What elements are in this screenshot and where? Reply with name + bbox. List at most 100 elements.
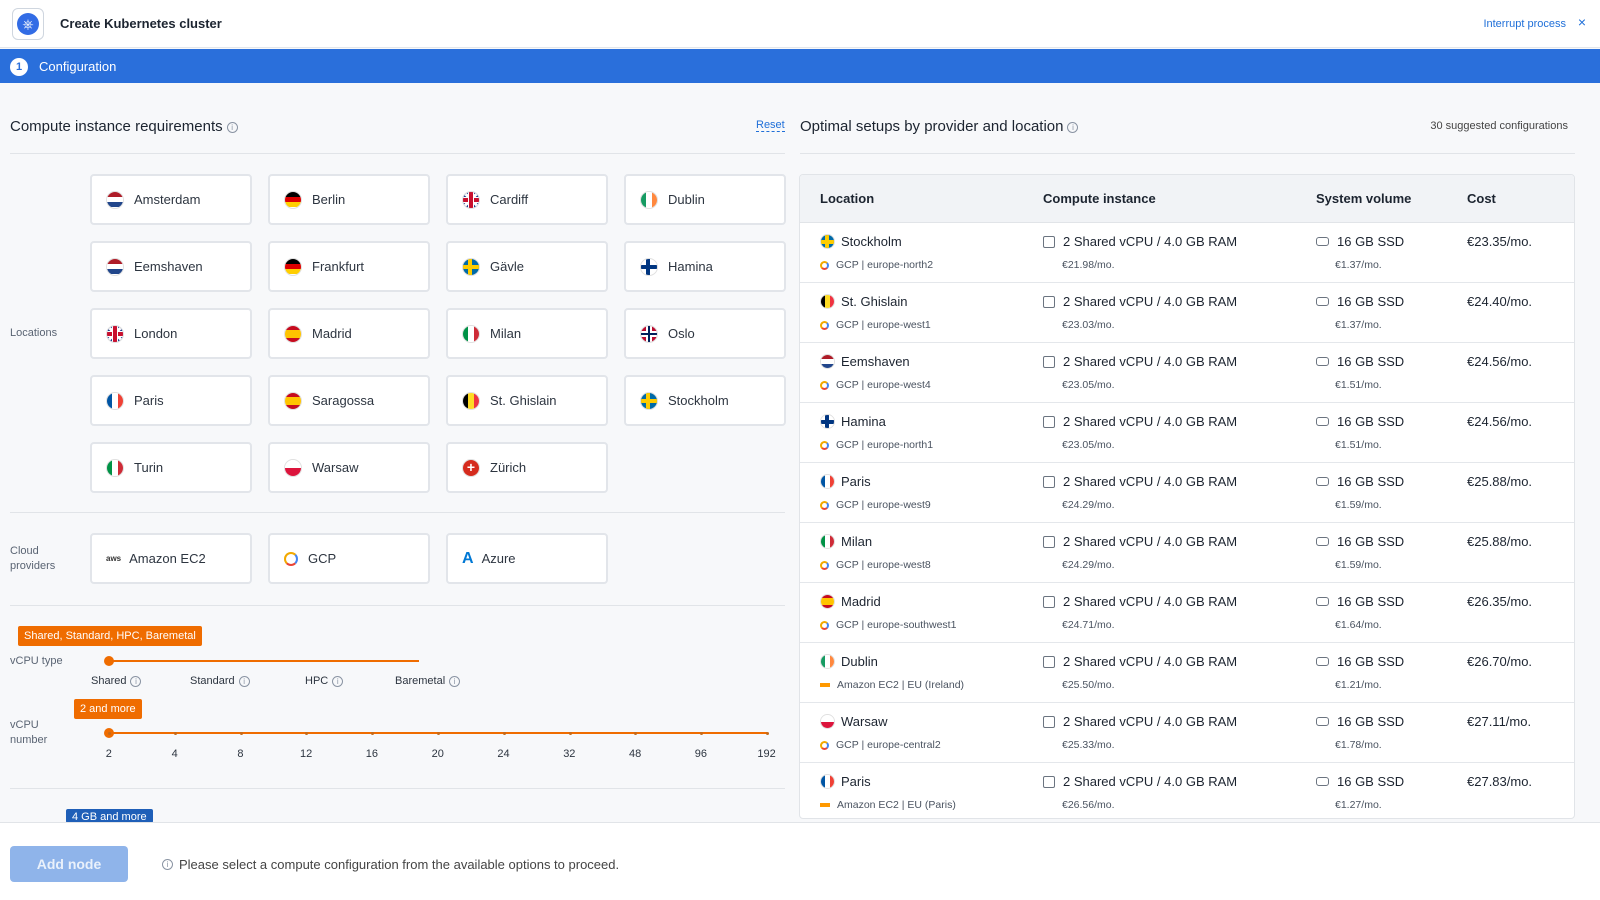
- row-cost: €24.56/mo.: [1467, 414, 1533, 429]
- table-row[interactable]: Hamina GCP | europe-north1 2 Shared vCPU /…: [800, 403, 1574, 463]
- row-cost: €24.56/mo.: [1467, 354, 1533, 369]
- kubernetes-logo: ⎈: [12, 8, 44, 40]
- location-chip-cardiff[interactable]: Cardiff: [446, 174, 608, 225]
- aws-icon: [820, 803, 830, 807]
- info-icon[interactable]: i: [226, 121, 238, 133]
- info-icon[interactable]: i: [130, 675, 142, 687]
- row-cost: €27.83/mo.: [1467, 774, 1533, 789]
- row-volume-price: €1.59/mo.: [1335, 499, 1382, 511]
- table-row[interactable]: Milan GCP | europe-west8 2 Shared vCPU / 4…: [800, 523, 1574, 583]
- info-icon: i: [162, 859, 173, 870]
- location-chip-warsaw[interactable]: Warsaw: [268, 442, 430, 493]
- reset-button[interactable]: Reset: [756, 119, 785, 132]
- flag-icon: [106, 257, 124, 276]
- location-chip-eemshaven[interactable]: Eemshaven: [90, 241, 252, 292]
- location-chip-turin[interactable]: Turin: [90, 442, 252, 493]
- row-volume-price: €1.21/mo.: [1335, 679, 1382, 691]
- table-row[interactable]: Paris Amazon EC2 | EU (Paris) 2 Shared vCP…: [800, 763, 1574, 818]
- table-header: Location Compute instance System volume …: [800, 175, 1574, 223]
- vcpu-type-label: vCPU type: [10, 655, 63, 667]
- location-chip-gavle[interactable]: Gävle: [446, 241, 608, 292]
- info-icon[interactable]: i: [332, 675, 344, 687]
- table-row[interactable]: St. Ghislain GCP | europe-west1 2 Shared v…: [800, 283, 1574, 343]
- provider-chip-azure[interactable]: A Azure: [446, 533, 608, 584]
- row-cost: €27.11/mo.: [1467, 714, 1532, 729]
- info-icon[interactable]: i: [449, 675, 461, 687]
- info-icon[interactable]: i: [238, 675, 250, 687]
- row-provider: GCP | europe-southwest1: [820, 619, 956, 631]
- setups-table: Location Compute instance System volume …: [799, 174, 1575, 819]
- table-row[interactable]: Madrid GCP | europe-southwest1 2 Shared vC…: [800, 583, 1574, 643]
- flag-icon: [106, 190, 124, 209]
- disk-icon: [1316, 417, 1329, 426]
- table-row[interactable]: Paris GCP | europe-west9 2 Shared vCPU / 4…: [800, 463, 1574, 523]
- provider-chip-gcp[interactable]: GCP: [268, 533, 430, 584]
- vcpu-tick-mark: [108, 732, 111, 735]
- location-chip-zurich[interactable]: + Zürich: [446, 442, 608, 493]
- vcpu-tick-mark: [371, 732, 375, 735]
- row-compute: 2 Shared vCPU / 4.0 GB RAM: [1043, 774, 1237, 789]
- row-compute-price: €25.50/mo.: [1062, 679, 1115, 691]
- disk-icon: [1316, 597, 1329, 606]
- row-location: St. Ghislain: [820, 294, 907, 309]
- disk-icon: [1316, 237, 1329, 246]
- location-chip-label: St. Ghislain: [490, 393, 557, 408]
- row-provider: GCP | europe-west8: [820, 559, 931, 571]
- gcp-icon: [820, 560, 829, 570]
- vcpu-type-slider-track[interactable]: [109, 660, 419, 662]
- suggested-count: 30 suggested configurations: [1430, 120, 1568, 132]
- row-provider: GCP | europe-west9: [820, 499, 931, 511]
- row-volume: 16 GB SSD: [1316, 234, 1404, 249]
- vcpu-type-slider-handle[interactable]: [104, 656, 114, 666]
- disk-icon: [1316, 537, 1329, 546]
- location-chip-stockholm[interactable]: Stockholm: [624, 375, 786, 426]
- location-chip-oslo[interactable]: Oslo: [624, 308, 786, 359]
- vcpu-tick-label: 8: [237, 748, 244, 760]
- location-chip-dublin[interactable]: Dublin: [624, 174, 786, 225]
- location-chip-saragossa[interactable]: Saragossa: [268, 375, 430, 426]
- location-chip-milan[interactable]: Milan: [446, 308, 608, 359]
- vcpu-tick-label: 20: [431, 748, 444, 760]
- location-chip-berlin[interactable]: Berlin: [268, 174, 430, 225]
- location-chip-frankfurt[interactable]: Frankfurt: [268, 241, 430, 292]
- flag-icon: [820, 474, 835, 489]
- row-compute-price: €21.98/mo.: [1062, 259, 1115, 271]
- row-location: Paris: [820, 474, 871, 489]
- vcpu-type-tag: Shared, Standard, HPC, Baremetal: [18, 626, 202, 646]
- interrupt-process-link[interactable]: Interrupt process: [1483, 18, 1566, 30]
- location-chip-amsterdam[interactable]: Amsterdam: [90, 174, 252, 225]
- flag-icon: [640, 190, 658, 209]
- row-volume-price: €1.51/mo.: [1335, 439, 1382, 451]
- location-chip-hamina[interactable]: Hamina: [624, 241, 786, 292]
- flag-icon: [462, 324, 480, 343]
- divider: [10, 605, 785, 606]
- table-row[interactable]: Dublin Amazon EC2 | EU (Ireland) 2 Shared …: [800, 643, 1574, 703]
- add-node-button[interactable]: Add node: [10, 846, 128, 882]
- aws-icon: [820, 683, 830, 687]
- vcpu-tick-label: 32: [563, 748, 576, 760]
- table-row[interactable]: Eemshaven GCP | europe-west4 2 Shared vCPU…: [800, 343, 1574, 403]
- row-location: Stockholm: [820, 234, 902, 249]
- row-cost: €25.88/mo.: [1467, 534, 1533, 549]
- row-compute-price: €24.29/mo.: [1062, 559, 1115, 571]
- row-provider: GCP | europe-central2: [820, 739, 941, 751]
- info-icon[interactable]: i: [1067, 121, 1079, 133]
- location-chip-madrid[interactable]: Madrid: [268, 308, 430, 359]
- provider-chip-amazon-ec2[interactable]: aws Amazon EC2: [90, 533, 252, 584]
- row-volume-price: €1.37/mo.: [1335, 319, 1382, 331]
- row-volume: 16 GB SSD: [1316, 534, 1404, 549]
- row-volume: 16 GB SSD: [1316, 414, 1404, 429]
- location-chip-paris[interactable]: Paris: [90, 375, 252, 426]
- location-chip-london[interactable]: London: [90, 308, 252, 359]
- row-compute-price: €24.29/mo.: [1062, 499, 1115, 511]
- vcpu-number-tag: 2 and more: [74, 699, 142, 719]
- table-row[interactable]: Warsaw GCP | europe-central2 2 Shared vCPU…: [800, 703, 1574, 763]
- close-icon[interactable]: ×: [1577, 14, 1586, 30]
- location-chip-st-ghislain[interactable]: St. Ghislain: [446, 375, 608, 426]
- vcpu-tick-mark: [634, 732, 638, 735]
- vcpu-type-option: Shared i: [91, 675, 142, 687]
- row-location: Warsaw: [820, 714, 887, 729]
- cpu-icon: [1043, 775, 1055, 788]
- location-chip-label: Warsaw: [312, 460, 359, 475]
- table-row[interactable]: Stockholm GCP | europe-north2 2 Shared vCP…: [800, 223, 1574, 283]
